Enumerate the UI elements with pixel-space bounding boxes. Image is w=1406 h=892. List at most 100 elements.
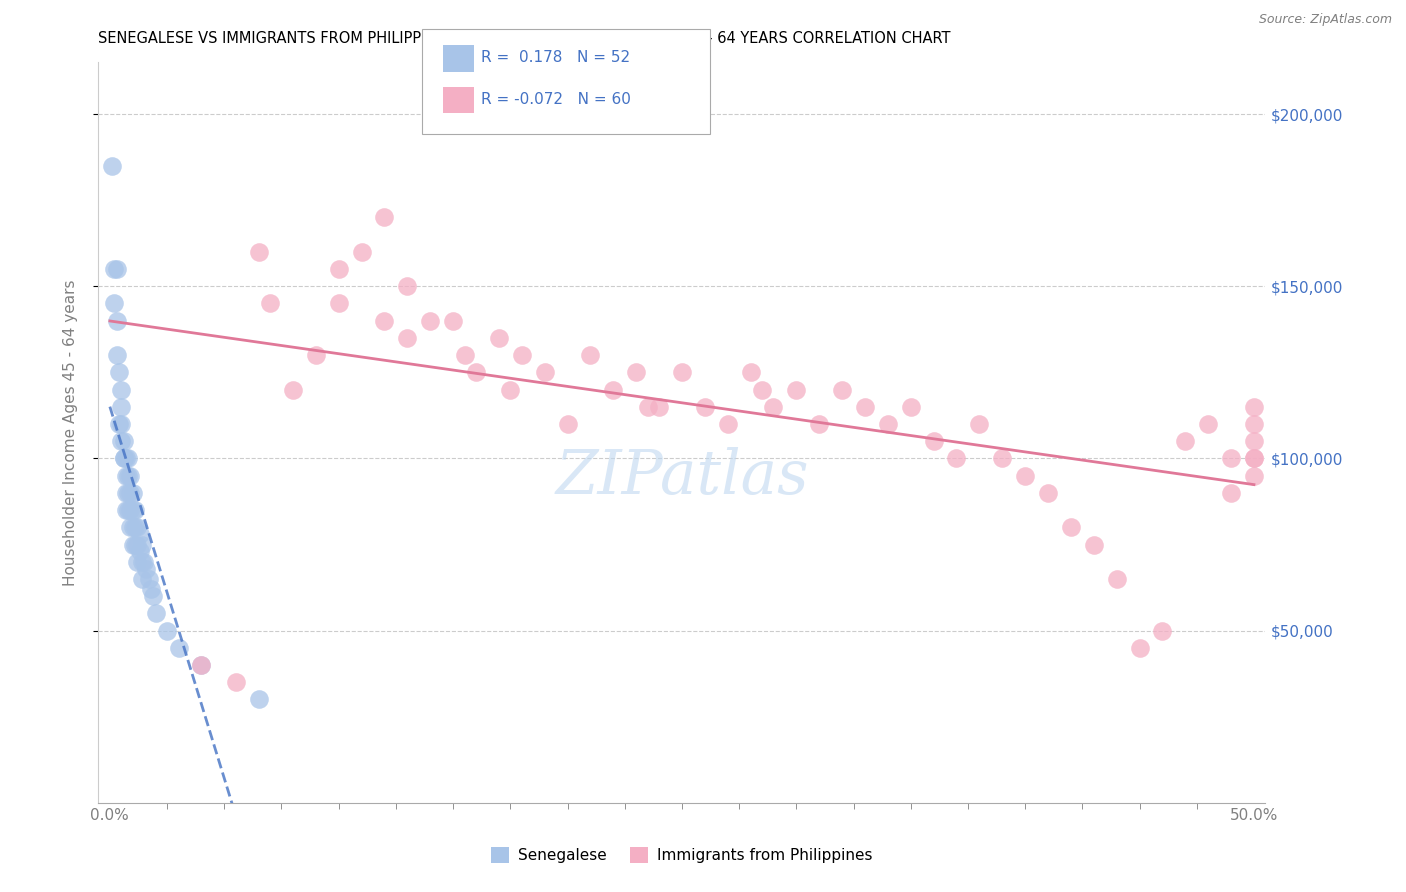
Text: SENEGALESE VS IMMIGRANTS FROM PHILIPPINES HOUSEHOLDER INCOME AGES 45 - 64 YEARS : SENEGALESE VS IMMIGRANTS FROM PHILIPPINE…: [98, 31, 950, 46]
Point: [124, 503, 146, 517]
Point: [120, 503, 142, 517]
Point: [1014, 468, 1036, 483]
Point: [259, 296, 281, 310]
Point: [1243, 451, 1265, 466]
Point: [1083, 537, 1105, 551]
Point: [533, 365, 555, 379]
Point: [453, 348, 475, 362]
Point: [124, 537, 146, 551]
Point: [1197, 417, 1219, 431]
Point: [247, 244, 270, 259]
Point: [373, 211, 395, 225]
Point: [115, 486, 138, 500]
Point: [138, 572, 160, 586]
Point: [717, 417, 740, 431]
Point: [557, 417, 579, 431]
Point: [101, 159, 124, 173]
Point: [131, 537, 153, 551]
Point: [1060, 520, 1083, 534]
Point: [112, 434, 135, 449]
Point: [808, 417, 831, 431]
Point: [969, 417, 991, 431]
Point: [103, 262, 125, 277]
Point: [108, 365, 131, 379]
Point: [648, 400, 671, 414]
Point: [105, 262, 128, 277]
Point: [900, 400, 922, 414]
Point: [120, 486, 142, 500]
Point: [1220, 486, 1243, 500]
Point: [134, 555, 156, 569]
Point: [115, 503, 138, 517]
Point: [127, 537, 149, 551]
Point: [740, 365, 762, 379]
Point: [135, 561, 157, 575]
Point: [156, 624, 179, 638]
Point: [124, 520, 146, 534]
Point: [110, 400, 132, 414]
Text: R =  0.178   N = 52: R = 0.178 N = 52: [481, 51, 630, 65]
Point: [1243, 434, 1265, 449]
Point: [167, 640, 190, 655]
Point: [142, 589, 165, 603]
Text: Source: ZipAtlas.com: Source: ZipAtlas.com: [1258, 13, 1392, 27]
Point: [112, 451, 135, 466]
Point: [115, 468, 138, 483]
Point: [120, 468, 142, 483]
Point: [1243, 417, 1265, 431]
Point: [579, 348, 602, 362]
Point: [127, 520, 149, 534]
Point: [1243, 400, 1265, 414]
Point: [1174, 434, 1197, 449]
Point: [350, 244, 373, 259]
Point: [131, 555, 153, 569]
Point: [131, 572, 153, 586]
Point: [247, 692, 270, 706]
Point: [693, 400, 716, 414]
Legend: Senegalese, Immigrants from Philippines: Senegalese, Immigrants from Philippines: [485, 841, 879, 869]
Point: [117, 468, 139, 483]
Point: [105, 314, 128, 328]
Point: [117, 451, 139, 466]
Point: [876, 417, 898, 431]
Point: [396, 279, 419, 293]
Point: [128, 527, 150, 541]
Point: [328, 262, 350, 277]
Point: [419, 314, 441, 328]
Point: [785, 383, 807, 397]
Point: [922, 434, 945, 449]
Point: [110, 383, 132, 397]
Point: [110, 434, 132, 449]
Point: [281, 383, 304, 397]
Point: [121, 537, 143, 551]
Point: [121, 520, 143, 534]
Point: [441, 314, 464, 328]
Point: [108, 417, 131, 431]
Point: [396, 331, 419, 345]
Point: [1152, 624, 1174, 638]
Point: [510, 348, 533, 362]
Point: [1243, 451, 1265, 466]
Point: [139, 582, 162, 597]
Point: [105, 348, 128, 362]
Text: ZIPatlas: ZIPatlas: [555, 447, 808, 507]
Point: [112, 451, 135, 466]
Point: [190, 658, 212, 673]
Point: [121, 486, 143, 500]
Point: [1105, 572, 1128, 586]
Point: [121, 503, 143, 517]
Point: [110, 417, 132, 431]
Point: [127, 555, 149, 569]
Point: [1243, 468, 1265, 483]
Point: [328, 296, 350, 310]
Point: [488, 331, 510, 345]
Point: [225, 675, 247, 690]
Text: R = -0.072   N = 60: R = -0.072 N = 60: [481, 92, 631, 106]
Point: [117, 486, 139, 500]
Point: [103, 296, 125, 310]
Point: [751, 383, 773, 397]
Point: [305, 348, 328, 362]
Y-axis label: Householder Income Ages 45 - 64 years: Householder Income Ages 45 - 64 years: [63, 279, 77, 586]
Point: [465, 365, 488, 379]
Point: [637, 400, 659, 414]
